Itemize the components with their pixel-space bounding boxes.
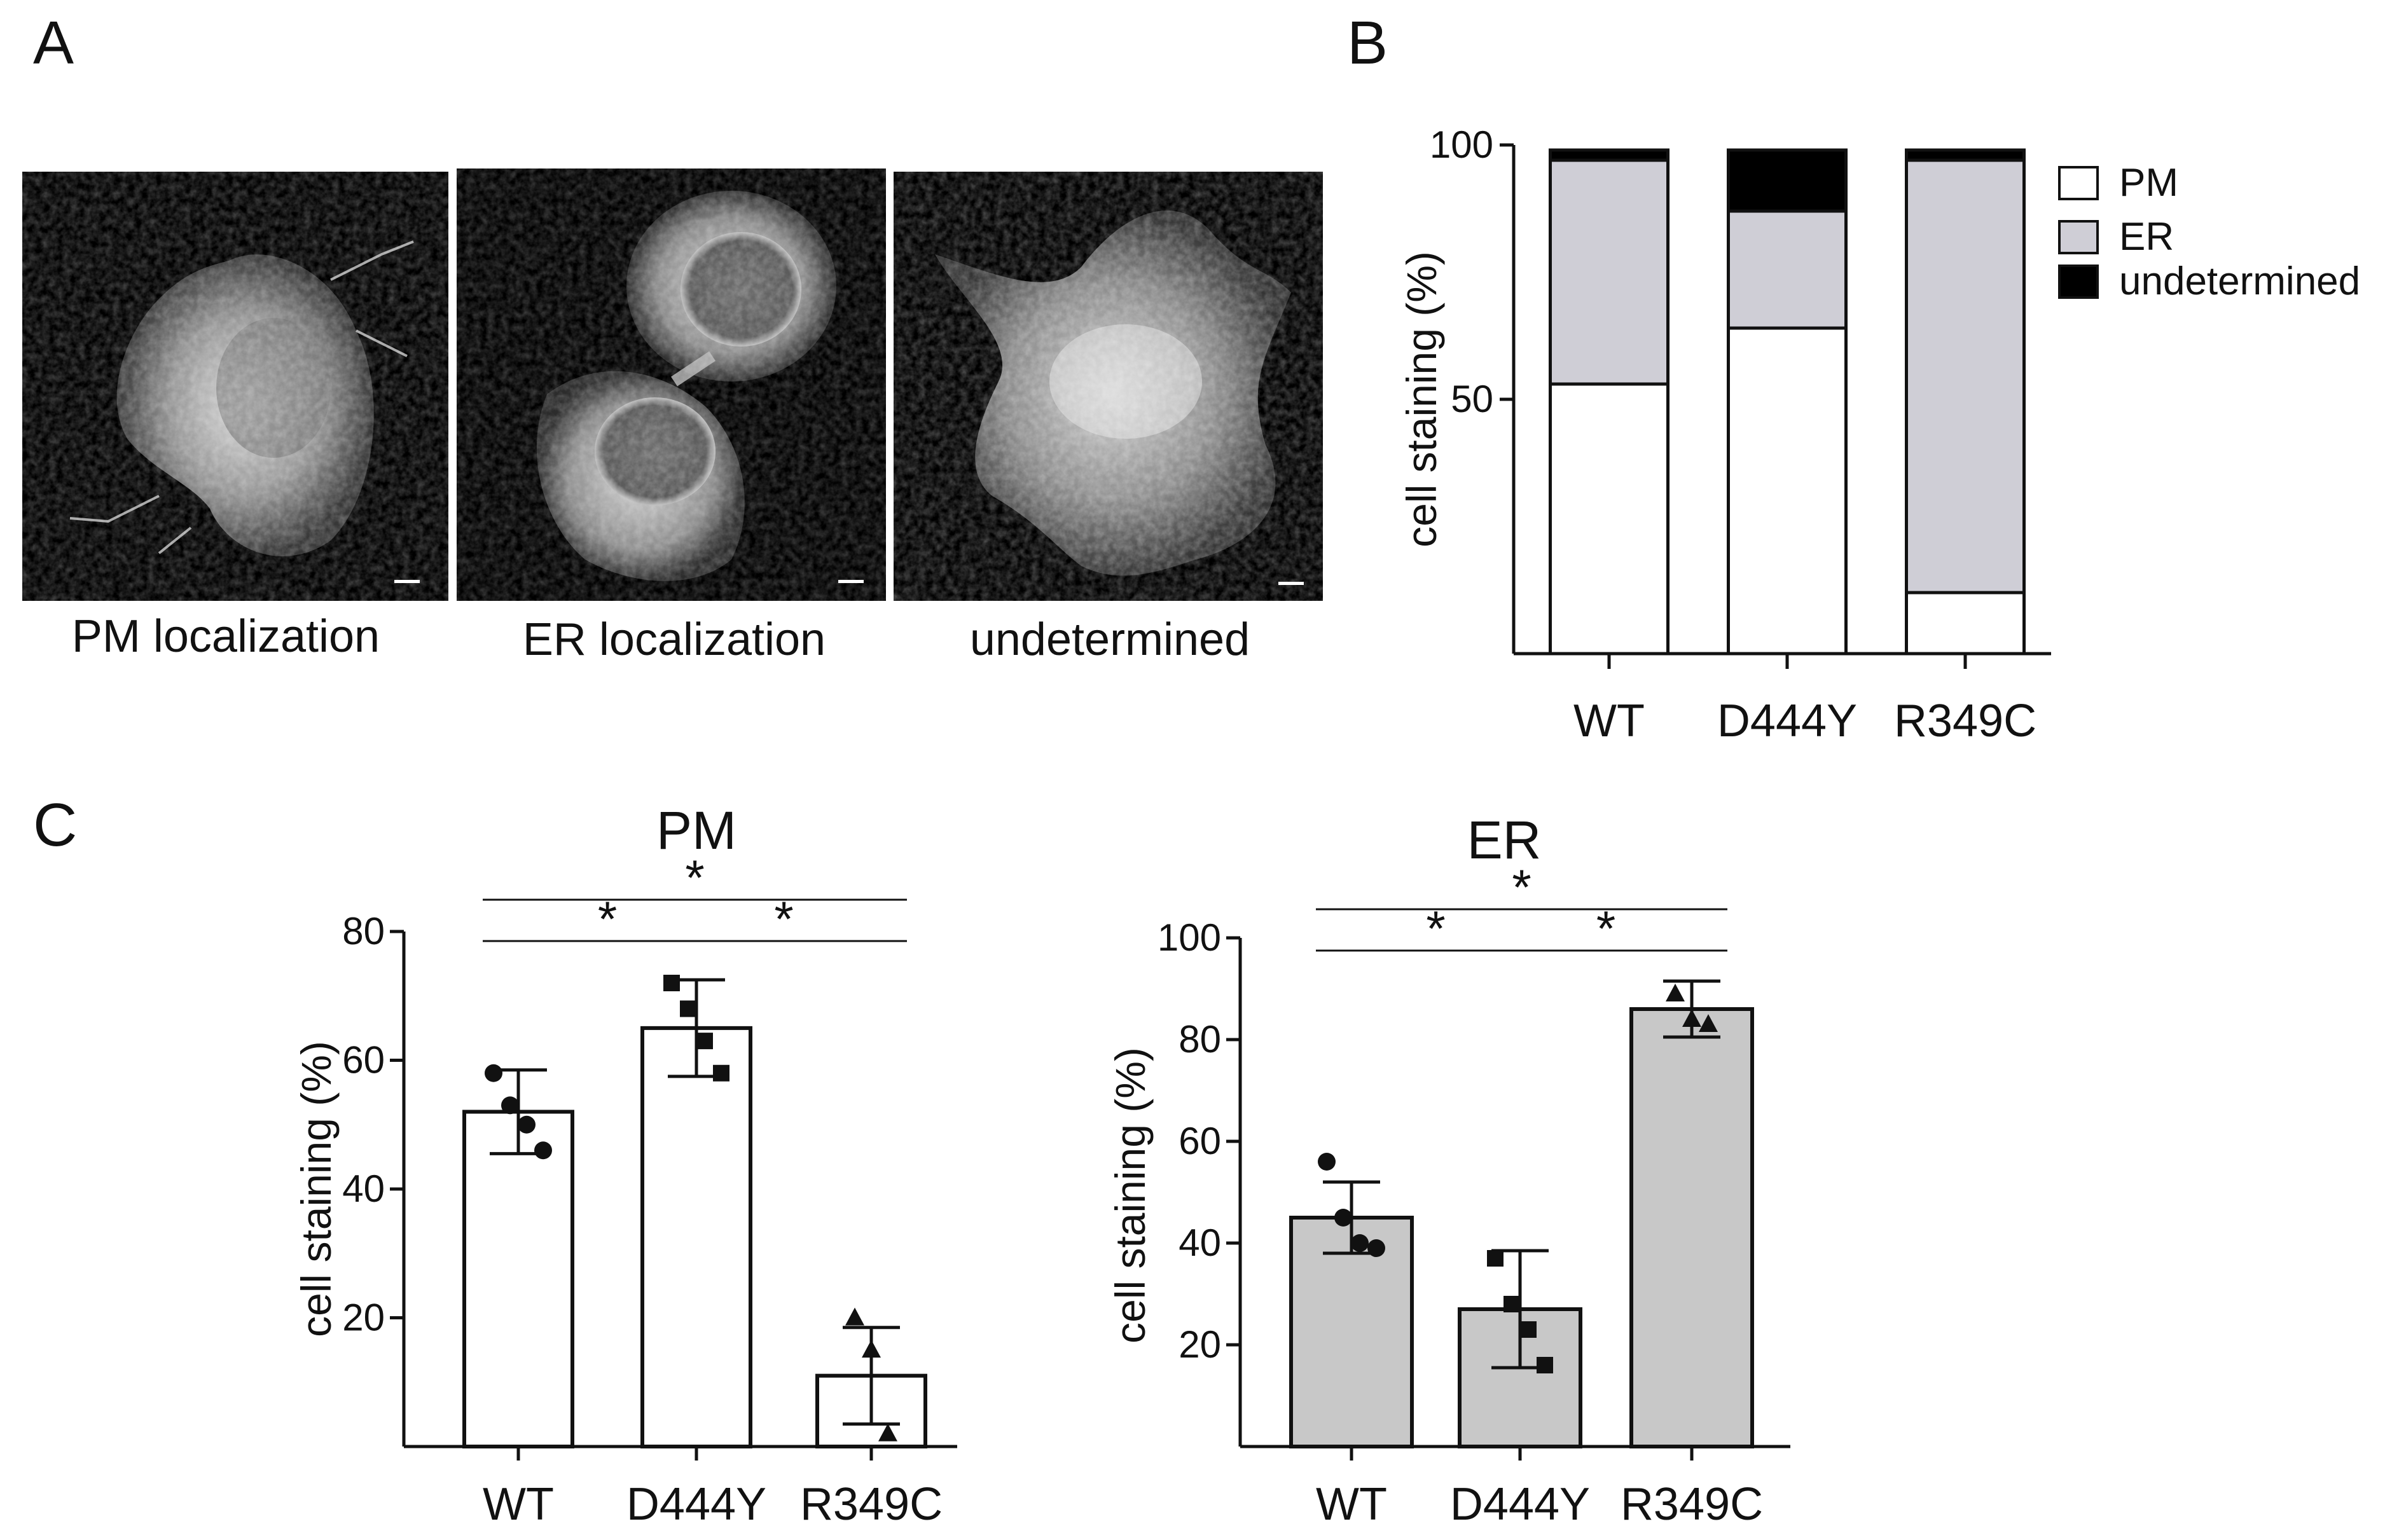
- bar-er-d444y: [1727, 209, 1848, 330]
- caption-undetermined: undetermined: [970, 614, 1250, 665]
- panel-a-label: A: [33, 9, 74, 77]
- data-point-circle: [1367, 1239, 1385, 1257]
- bar-d444y: [640, 1026, 752, 1448]
- bar-wt: [462, 1110, 574, 1448]
- y-tick-label: 40: [1179, 1221, 1221, 1264]
- data-point-square: [1487, 1250, 1504, 1267]
- data-point-circle: [1334, 1209, 1352, 1227]
- legend-label-er: ER: [2119, 215, 2174, 259]
- data-point-triangle: [1666, 984, 1685, 1001]
- legend-swatch-pm: [2058, 166, 2099, 200]
- data-point-circle: [1351, 1234, 1369, 1252]
- y-tick-label: 20: [342, 1296, 385, 1339]
- data-point-square: [713, 1064, 729, 1082]
- x-tick-label: WT: [1573, 696, 1645, 746]
- panel-b-label: B: [1347, 9, 1388, 77]
- data-point-square: [696, 1033, 713, 1050]
- chart-title: ER: [1467, 810, 1542, 870]
- x-tick-label: D444Y: [1717, 696, 1857, 746]
- y-tick-label: 20: [1179, 1323, 1221, 1366]
- significance-star: *: [1512, 859, 1531, 915]
- data-point-square: [680, 1000, 696, 1017]
- legend-label-undetermined: undetermined: [2119, 259, 2360, 303]
- data-point-circle: [485, 1064, 502, 1082]
- bar-undetermined-wt: [1549, 148, 1670, 162]
- data-point-circle: [518, 1115, 536, 1134]
- panel-c-label: C: [33, 791, 77, 859]
- x-tick-label: R349C: [800, 1479, 943, 1530]
- caption-er-localization: ER localization: [523, 614, 826, 665]
- bar-pm-d444y: [1727, 326, 1848, 656]
- y-axis-label: cell staining (%): [1107, 1047, 1154, 1344]
- bar-er-r349c: [1905, 158, 2026, 595]
- legend-swatch-undetermined: [2058, 265, 2099, 299]
- x-tick-label: R349C: [1894, 696, 2036, 746]
- data-point-triangle: [1682, 1009, 1701, 1027]
- bar-wt: [1289, 1216, 1414, 1448]
- y-tick-label: 100: [1430, 123, 1493, 166]
- legend-label-pm: PM: [2119, 161, 2178, 205]
- y-tick-label: 40: [342, 1167, 385, 1210]
- x-tick-label: D444Y: [1450, 1479, 1590, 1530]
- bar-pm-r349c: [1905, 591, 2026, 656]
- x-tick-label: R349C: [1621, 1479, 1763, 1530]
- chart-b-stacked: WT D444Y R349C 50 100 cell staining (%): [1398, 123, 2051, 746]
- y-tick-label: 80: [1179, 1018, 1221, 1061]
- x-tick-label: D444Y: [626, 1479, 766, 1530]
- data-point-triangle: [845, 1307, 864, 1326]
- data-point-triangle: [878, 1423, 897, 1441]
- x-tick-label: WT: [483, 1479, 554, 1530]
- y-tick-label: 50: [1451, 378, 1493, 420]
- bar-pm-wt: [1549, 382, 1670, 656]
- micrograph-er: [457, 168, 886, 601]
- bar-undetermined-r349c: [1905, 148, 2026, 162]
- data-point-square: [663, 975, 680, 991]
- bar-er-wt: [1549, 158, 1670, 386]
- chart-title: PM: [656, 801, 736, 860]
- chart-c-er: ER WT D444Y R349C 20 40 60 80 100 cell staining (…: [1107, 810, 1790, 1530]
- data-point-circle: [501, 1096, 519, 1115]
- data-point-circle: [534, 1141, 552, 1160]
- y-tick-label: 60: [342, 1039, 385, 1082]
- x-tick-label: WT: [1316, 1479, 1387, 1530]
- data-point-square: [1504, 1296, 1520, 1312]
- legend-swatch-er: [2058, 220, 2099, 254]
- legend-b: PM ER undetermined: [2058, 161, 2360, 303]
- micrograph-pm: [22, 172, 448, 601]
- y-tick-label: 80: [342, 910, 385, 952]
- y-tick-label: 100: [1158, 916, 1221, 959]
- caption-pm-localization: PM localization: [72, 611, 380, 662]
- data-point-circle: [1318, 1153, 1336, 1171]
- data-point-square: [1520, 1321, 1537, 1338]
- chart-c-pm: PM WT D444Y R349C 20 40 60 80 cell staining (%) *…: [293, 801, 957, 1530]
- y-axis-label: cell staining (%): [1398, 251, 1445, 547]
- significance-star: *: [685, 849, 704, 905]
- y-tick-label: 60: [1179, 1120, 1221, 1162]
- bar-undetermined-d444y: [1727, 148, 1848, 213]
- data-point-square: [1537, 1357, 1553, 1373]
- bar-r349c: [1629, 1007, 1754, 1448]
- data-point-triangle: [862, 1340, 881, 1358]
- micrograph-undetermined: [894, 172, 1323, 601]
- data-point-triangle: [1699, 1014, 1718, 1032]
- y-axis-label: cell staining (%): [293, 1041, 340, 1337]
